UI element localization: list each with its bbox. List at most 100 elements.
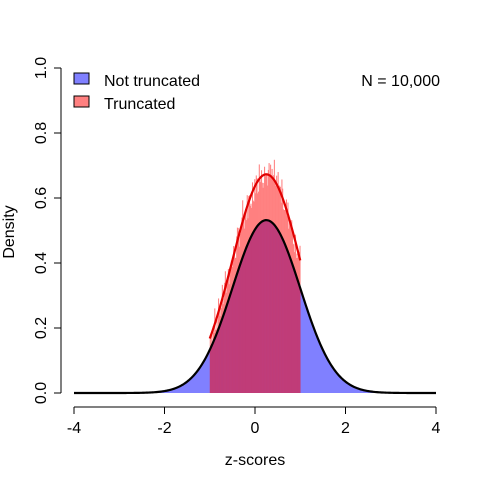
histogram-bar	[258, 191, 260, 225]
histogram-bar-overlap	[221, 318, 223, 393]
histogram-bar	[271, 168, 273, 223]
histogram-bar	[282, 209, 284, 241]
histogram-bar-overlap	[219, 325, 221, 393]
histogram-bar-overlap	[290, 259, 292, 393]
histogram-bar	[250, 203, 252, 238]
histogram-bar	[248, 195, 251, 241]
legend-label-not-truncated: Not truncated	[104, 73, 200, 90]
histogram-bar-overlap	[273, 223, 275, 393]
histogram-bar-overlap	[238, 268, 240, 393]
histogram-bar	[297, 253, 300, 283]
histogram-bar-overlap	[267, 220, 269, 393]
histogram-bar-overlap	[234, 280, 236, 393]
histogram-bar	[285, 203, 287, 246]
histogram-bar	[218, 311, 220, 328]
histogram-bar-overlap	[250, 237, 252, 393]
histogram-bar-overlap	[231, 289, 233, 393]
histogram-bar-overlap	[249, 238, 251, 393]
histogram-bar-overlap	[248, 242, 250, 393]
histogram-bar-overlap	[242, 255, 244, 393]
histogram-bar-overlap	[225, 307, 227, 393]
histogram-bar-overlap	[271, 222, 273, 393]
histogram-bar	[220, 302, 222, 323]
histogram-bar-overlap	[227, 300, 229, 393]
histogram-bar	[237, 227, 239, 271]
histogram-bar-overlap	[275, 226, 277, 393]
histogram-bar	[266, 173, 268, 221]
histogram-bar	[270, 164, 272, 222]
histogram-bar-overlap	[258, 224, 260, 393]
histogram-bar	[272, 176, 274, 224]
histogram-bar-overlap	[287, 251, 289, 393]
histogram-bar	[260, 182, 262, 223]
histogram-bar	[230, 270, 232, 294]
histogram-bar-overlap	[291, 264, 294, 393]
histogram-bar-overlap	[252, 232, 254, 393]
histogram-bar-overlap	[268, 220, 270, 393]
histogram-bar-overlap	[221, 320, 223, 393]
histogram-bar	[209, 337, 211, 350]
histogram-bar-overlap	[232, 286, 234, 393]
histogram-bar-overlap	[276, 227, 278, 393]
histogram-bar-overlap	[230, 293, 232, 393]
not-truncated-density-line	[74, 219, 436, 395]
y-tick-label-5: 1.0	[33, 57, 50, 79]
histogram-bar-overlap	[294, 273, 297, 393]
histogram-bar	[230, 260, 232, 292]
histogram-bar	[298, 252, 300, 285]
histogram-bar	[270, 176, 272, 222]
histogram-bar-overlap	[233, 284, 235, 393]
histogram-bar-overlap	[297, 282, 300, 393]
histogram-bar-overlap	[212, 344, 214, 393]
histogram-bar-overlap	[216, 333, 218, 393]
histogram-bar-overlap	[288, 253, 290, 393]
histogram-bar	[279, 185, 281, 233]
histogram-bar	[263, 182, 265, 221]
histogram-bar-overlap	[281, 237, 283, 393]
histogram-bar	[238, 231, 240, 269]
histogram-bar-overlap	[245, 249, 247, 393]
histogram-bar-overlap	[220, 322, 222, 393]
histogram-bar-overlap	[282, 238, 284, 393]
histogram-bar	[228, 284, 230, 299]
histogram-bar-overlap	[269, 220, 271, 393]
histogram-bar	[286, 216, 288, 250]
histogram-bar-overlap	[224, 309, 226, 393]
histogram-bar-overlap	[239, 264, 241, 393]
histogram-bar	[239, 234, 241, 265]
histogram-bar	[293, 243, 295, 269]
histogram-bar	[276, 175, 278, 228]
histogram-bar	[269, 176, 271, 221]
histogram-bar-overlap	[244, 251, 246, 393]
histogram-bar-overlap	[251, 235, 253, 393]
histogram-bar	[236, 236, 238, 276]
histogram-bar-overlap	[218, 327, 220, 393]
legend-swatch-truncated	[73, 95, 90, 108]
histogram-bar	[234, 257, 236, 281]
histogram-bar-overlap	[270, 221, 272, 393]
histogram-bar-overlap	[293, 268, 295, 393]
histogram-bar	[265, 173, 267, 221]
histogram-bar	[247, 218, 249, 244]
histogram-bar-overlap	[251, 234, 254, 393]
y-axis-label: Density	[1, 205, 18, 258]
histogram-bar-overlap	[280, 235, 282, 393]
histogram-bar-overlap	[256, 226, 258, 393]
histogram-bar-overlap	[282, 240, 284, 393]
histogram-bar	[262, 187, 264, 221]
histogram-bar-overlap	[213, 340, 215, 393]
histogram-bar-overlap	[257, 225, 259, 393]
histogram-bar	[288, 228, 290, 254]
histogram-bar	[287, 202, 289, 252]
histogram-bar	[295, 258, 297, 276]
histogram-bar-overlap	[270, 221, 272, 393]
histogram-bar	[273, 159, 275, 225]
histogram-bar	[275, 185, 277, 227]
histogram-bar-overlap	[211, 345, 213, 393]
histogram-bar-overlap	[272, 223, 274, 393]
y-tick-label-1: 0.2	[33, 317, 50, 339]
histogram-bar	[259, 179, 261, 224]
histogram-bar	[255, 175, 257, 228]
histogram-bar	[258, 164, 260, 224]
histogram-bar	[251, 182, 254, 235]
